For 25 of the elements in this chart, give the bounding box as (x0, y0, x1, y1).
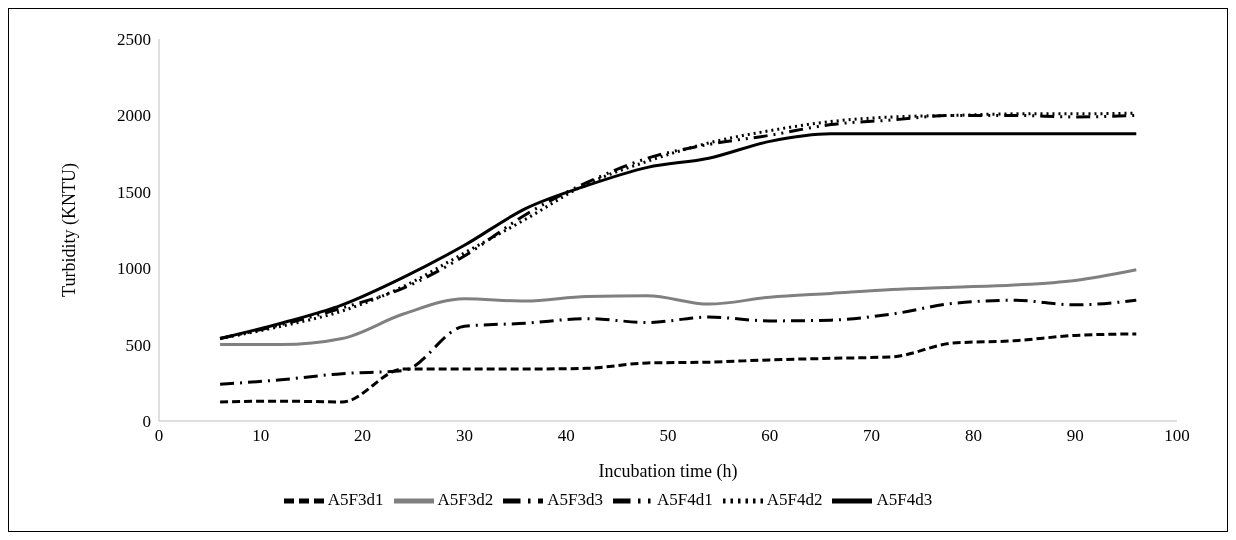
x-tick-label: 100 (1164, 426, 1190, 446)
x-axis-title: Incubation time (h) (598, 461, 738, 482)
legend-label: A5F4d1 (657, 489, 713, 509)
x-tick-label: 90 (1066, 426, 1084, 446)
y-tick-label: 2000 (117, 106, 151, 126)
x-tick-label: 30 (455, 426, 473, 446)
x-tick-label: 0 (154, 426, 164, 446)
legend-label: A5F4d2 (766, 489, 823, 509)
legend-label: A5F4d3 (876, 489, 933, 509)
y-tick-label: 500 (125, 335, 151, 355)
legend-label: A5F3d2 (437, 489, 494, 509)
y-tick-label: 2500 (117, 30, 151, 50)
legend-label: A5F3d3 (547, 489, 603, 509)
legend-label: A5F3d1 (327, 489, 384, 509)
x-tick-label: 20 (354, 426, 372, 446)
x-tick-label: 70 (863, 426, 881, 446)
x-tick-label: 50 (659, 426, 677, 446)
y-tick-label: 0 (142, 412, 151, 432)
y-tick-label: 1500 (117, 182, 151, 202)
x-tick-label: 10 (252, 426, 270, 446)
x-tick-label: 40 (557, 426, 575, 446)
y-axis-title: Turbidity (KNTU) (59, 163, 81, 297)
x-tick-label: 60 (761, 426, 779, 446)
x-tick-label: 80 (964, 426, 982, 446)
y-tick-label: 1000 (117, 259, 151, 279)
